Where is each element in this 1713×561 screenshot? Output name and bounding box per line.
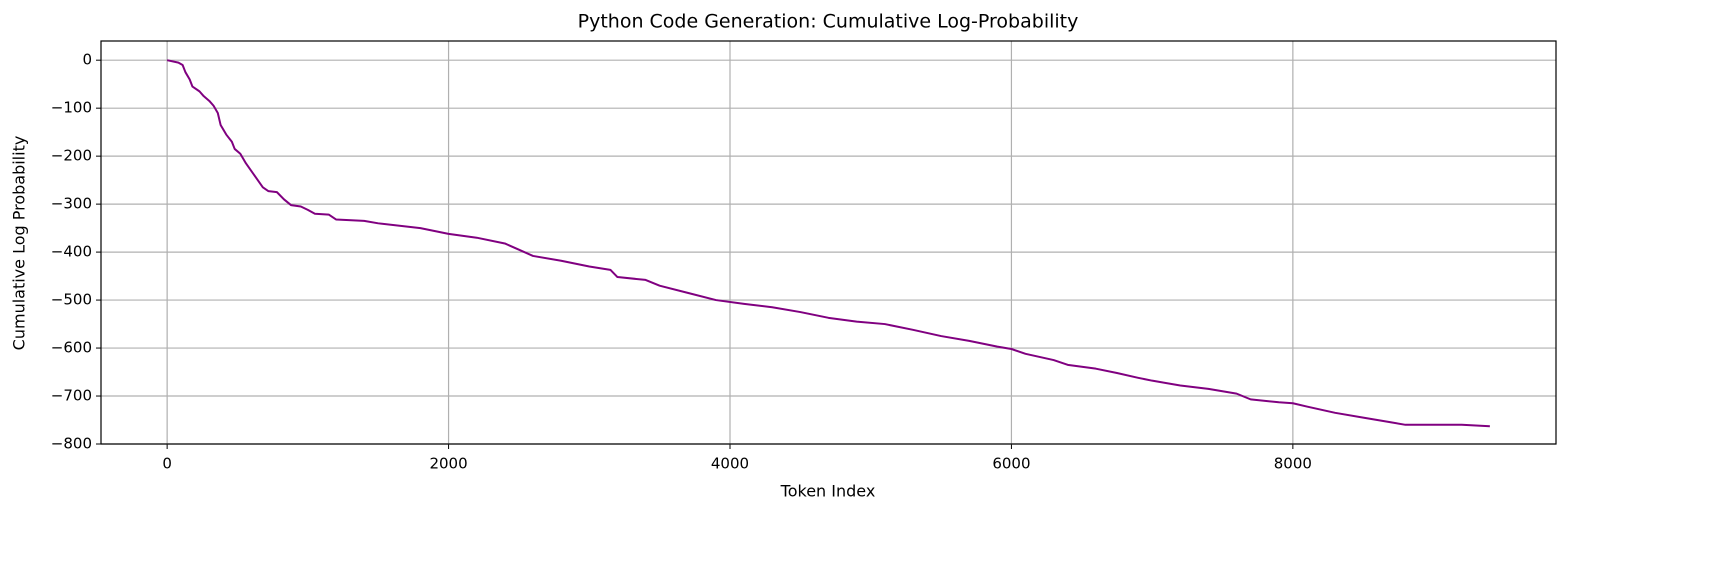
x-tick-label: 0 [162,455,172,473]
y-tick-label: −100 [51,99,92,117]
data-line [166,59,1490,428]
y-tick-label: −700 [51,387,92,405]
x-axis-label: Token Index [780,482,876,501]
chart-title: Python Code Generation: Cumulative Log-P… [578,11,1079,33]
x-tick-label: 2000 [429,455,467,473]
y-tick-label: 0 [82,51,92,69]
x-tick-label: 6000 [992,455,1030,473]
x-tick-label: 8000 [1274,455,1312,473]
y-tick-label: −200 [51,147,92,165]
y-tick-label: −400 [51,243,92,261]
x-tick-label: 4000 [711,455,749,473]
y-tick-label: −600 [51,339,92,357]
plot-frame [100,40,1557,445]
y-tick-label: −800 [51,435,92,453]
y-axis-label: Cumulative Log Probability [10,136,29,351]
y-tick-label: −500 [51,291,92,309]
y-tick-label: −300 [51,195,92,213]
